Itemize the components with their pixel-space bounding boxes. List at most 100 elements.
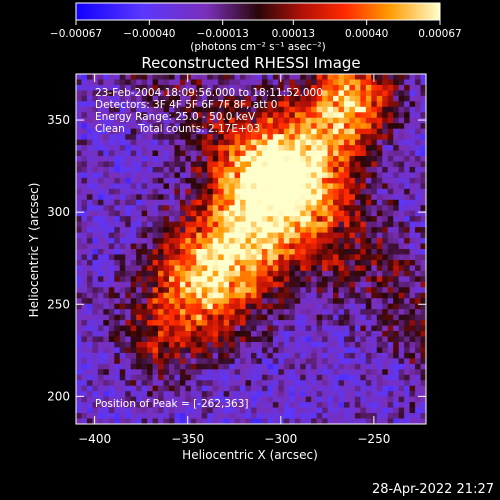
heatmap-cell xyxy=(108,331,115,337)
heatmap-cell xyxy=(114,84,121,91)
heatmap-cell xyxy=(174,156,181,162)
heatmap-cell xyxy=(256,287,263,294)
heatmap-cell xyxy=(415,139,421,146)
heatmap-cell xyxy=(365,216,372,223)
heatmap-cell xyxy=(212,331,219,337)
heatmap-cell xyxy=(201,199,208,206)
heatmap-cell xyxy=(387,380,394,387)
heatmap-cell xyxy=(409,166,416,173)
heatmap-cell xyxy=(136,380,143,387)
heatmap-cell xyxy=(168,270,175,277)
heatmap-cell xyxy=(141,391,148,398)
heatmap-cell xyxy=(245,156,252,162)
heatmap-cell xyxy=(97,352,104,359)
heatmap-cell xyxy=(158,183,164,190)
heatmap-cell xyxy=(371,281,378,288)
heatmap-cell xyxy=(234,172,241,179)
heatmap-cell xyxy=(158,320,164,326)
heatmap-cell xyxy=(300,216,307,223)
heatmap-cell xyxy=(147,243,153,250)
heatmap-cell xyxy=(371,374,378,381)
heatmap-cell xyxy=(365,380,372,387)
heatmap-cell xyxy=(343,270,350,277)
heatmap-cell xyxy=(327,336,334,343)
heatmap-cell xyxy=(398,95,405,102)
heatmap-cell xyxy=(234,320,241,326)
heatmap-cell xyxy=(267,194,274,201)
heatmap-cell xyxy=(327,134,334,141)
heatmap-cell xyxy=(338,369,345,376)
heatmap-cell xyxy=(311,314,318,321)
heatmap-cell xyxy=(240,194,246,201)
heatmap-cell xyxy=(223,391,230,398)
heatmap-cell xyxy=(190,188,197,195)
heatmap-cell xyxy=(420,374,426,381)
heatmap-cell xyxy=(185,320,192,326)
heatmap-cell xyxy=(86,380,93,387)
heatmap-cell xyxy=(376,320,383,326)
heatmap-cell xyxy=(382,128,389,135)
heatmap-cell xyxy=(147,276,153,283)
heatmap-cell xyxy=(283,249,290,255)
heatmap-cell xyxy=(311,407,318,414)
heatmap-cell xyxy=(333,112,339,119)
heatmap-cell xyxy=(360,254,367,261)
heatmap-cell xyxy=(376,270,383,277)
heatmap-cell xyxy=(218,156,225,162)
heatmap-cell xyxy=(311,347,318,354)
heatmap-cell xyxy=(152,380,159,387)
heatmap-cell xyxy=(311,369,318,376)
heatmap-cell xyxy=(272,254,279,261)
heatmap-cell xyxy=(130,95,137,102)
heatmap-cell xyxy=(338,320,345,326)
heatmap-cell xyxy=(86,161,93,168)
heatmap-cell xyxy=(229,270,235,277)
heatmap-cell xyxy=(229,325,235,332)
heatmap-cell xyxy=(81,221,88,228)
heatmap-cell xyxy=(141,336,148,343)
heatmap-cell xyxy=(168,292,175,299)
heatmap-cell xyxy=(130,320,137,326)
heatmap-cell xyxy=(294,254,301,261)
heatmap-cell xyxy=(272,101,279,108)
heatmap-cell xyxy=(294,369,301,376)
heatmap-cell xyxy=(404,177,410,184)
heatmap-cell xyxy=(218,402,225,408)
heatmap-cell xyxy=(382,232,389,239)
heatmap-cell xyxy=(305,95,312,102)
heatmap-cell xyxy=(147,101,153,108)
heatmap-cell xyxy=(305,396,312,403)
heatmap-cell xyxy=(343,74,350,80)
heatmap-cell xyxy=(376,106,383,113)
heatmap-cell xyxy=(256,95,263,102)
heatmap-cell xyxy=(382,347,389,354)
heatmap-cell xyxy=(163,161,170,168)
heatmap-cell xyxy=(103,325,110,332)
heatmap-cell xyxy=(300,320,307,326)
heatmap-cell xyxy=(393,331,400,337)
heatmap-cell xyxy=(267,199,274,206)
heatmap-cell xyxy=(76,232,82,239)
heatmap-cell xyxy=(114,374,121,381)
heatmap-cell xyxy=(272,287,279,294)
heatmap-cell xyxy=(289,314,296,321)
heatmap-cell xyxy=(81,254,88,261)
heatmap-cell xyxy=(289,123,296,130)
heatmap-cell xyxy=(240,385,246,392)
heatmap-cell xyxy=(97,90,104,97)
heatmap-cell xyxy=(393,145,400,151)
heatmap-cell xyxy=(141,254,148,261)
heatmap-cell xyxy=(261,287,268,294)
heatmap-cell xyxy=(322,194,328,201)
heatmap-cell xyxy=(190,128,197,135)
heatmap-cell xyxy=(251,95,257,102)
heatmap-cell xyxy=(196,84,203,91)
heatmap-cell xyxy=(398,238,405,244)
heatmap-cell xyxy=(218,391,225,398)
heatmap-cell xyxy=(278,210,285,217)
heatmap-cell xyxy=(136,139,143,146)
heatmap-cell xyxy=(179,402,186,408)
heatmap-cell xyxy=(240,380,246,387)
heatmap-cell xyxy=(382,84,389,91)
heatmap-cell xyxy=(393,325,400,332)
